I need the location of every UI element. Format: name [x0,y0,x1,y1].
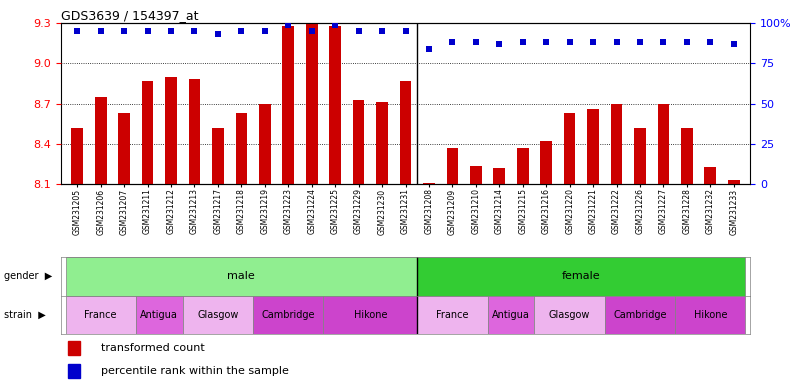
Point [470,39,483,45]
Point [305,28,318,34]
Point [141,28,154,34]
Bar [564,113,576,184]
Point [493,41,506,47]
Point [539,39,552,45]
Point [259,28,272,34]
Point [328,22,341,28]
Text: Cambridge: Cambridge [613,310,667,320]
Bar [540,141,552,184]
Bar [182,296,253,334]
Point [423,46,436,52]
Point [563,39,576,45]
Bar [306,23,318,184]
Bar [136,296,182,334]
Bar [353,99,364,184]
Bar [417,257,745,296]
Bar [376,102,388,184]
Bar [400,81,411,184]
Bar [517,148,529,184]
Point [281,22,294,28]
Bar [611,104,622,184]
Bar [235,113,247,184]
Point [704,39,717,45]
Bar [189,79,200,184]
Text: transformed count: transformed count [101,343,204,353]
Bar [142,81,153,184]
Bar [634,128,646,184]
Point [71,28,84,34]
Point [399,28,412,34]
Bar [728,180,740,184]
Point [375,28,388,34]
Bar [66,257,417,296]
Text: Hikone: Hikone [693,310,727,320]
Bar [534,296,605,334]
Bar [259,104,271,184]
Point [188,28,201,34]
Text: gender  ▶: gender ▶ [4,271,52,281]
Bar [282,26,294,184]
Point [118,28,131,34]
Bar [447,148,458,184]
Point [680,39,693,45]
Point [517,39,530,45]
Point [352,28,365,34]
Bar [212,128,224,184]
Bar [587,109,599,184]
Bar [253,296,324,334]
Point [633,39,646,45]
Text: Glasgow: Glasgow [197,310,238,320]
Bar [423,183,435,184]
Text: Cambridge: Cambridge [261,310,315,320]
Text: female: female [562,271,601,281]
Text: Glasgow: Glasgow [549,310,590,320]
Point [657,39,670,45]
Text: France: France [436,310,469,320]
Text: strain  ▶: strain ▶ [4,310,45,320]
Bar [71,128,83,184]
Text: percentile rank within the sample: percentile rank within the sample [101,366,289,376]
Bar [118,113,130,184]
Bar [605,296,675,334]
Bar [470,166,482,184]
Bar [324,296,417,334]
Text: Hikone: Hikone [354,310,387,320]
Point [727,41,740,47]
Bar [675,296,745,334]
Bar [487,296,534,334]
Bar [66,296,136,334]
Text: male: male [228,271,255,281]
Bar [165,77,177,184]
Point [610,39,623,45]
Point [94,28,107,34]
Bar [658,104,669,184]
Text: Antigua: Antigua [492,310,530,320]
Text: Antigua: Antigua [140,310,178,320]
Point [586,39,599,45]
Bar [493,168,505,184]
Point [165,28,178,34]
Text: GDS3639 / 154397_at: GDS3639 / 154397_at [61,9,199,22]
Bar [67,364,80,378]
Point [446,39,459,45]
Bar [95,97,106,184]
Bar [329,26,341,184]
Bar [705,167,716,184]
Bar [681,128,693,184]
Point [235,28,248,34]
Bar [417,296,487,334]
Text: France: France [84,310,117,320]
Bar [67,341,80,355]
Point [212,31,225,37]
